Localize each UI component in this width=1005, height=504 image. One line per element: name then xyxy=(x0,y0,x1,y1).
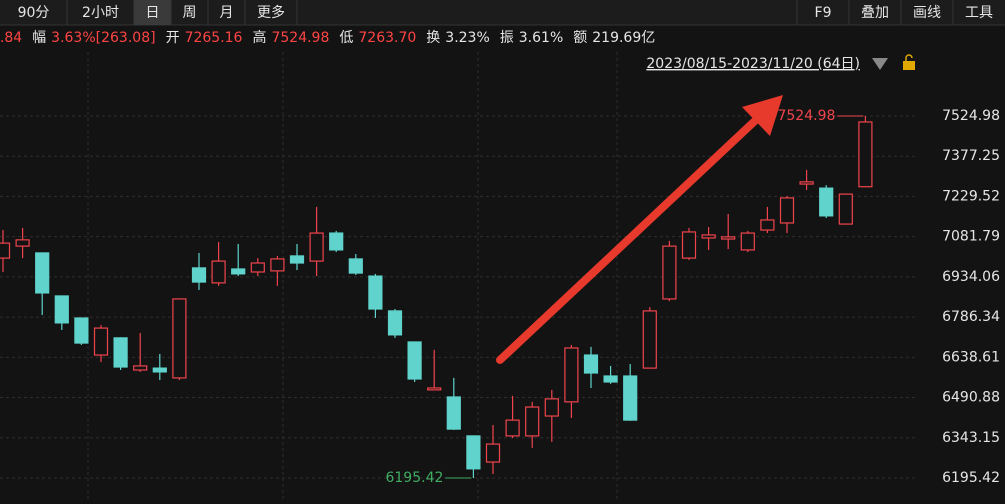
stat-label: 高 xyxy=(252,29,266,46)
candle-body xyxy=(231,268,246,275)
candle-body xyxy=(348,258,363,274)
candle-body xyxy=(740,232,755,251)
y-tick-label: 7229.52 xyxy=(942,188,1000,204)
stats-row: 3.84 幅 3.63%[263.08] 开 7265.16 高 7524.98 低 7263.… xyxy=(0,29,655,46)
stat-label: 低 xyxy=(339,30,353,46)
candle-body xyxy=(799,181,814,185)
trend-arrow xyxy=(496,114,762,364)
candle-body xyxy=(368,275,383,310)
y-tick-label: 7524.98 xyxy=(942,108,1000,124)
candle-body xyxy=(74,317,89,344)
max-label: 7524.98 xyxy=(777,108,835,124)
tool[interactable]: 画线 xyxy=(913,5,941,21)
candle-body xyxy=(387,310,403,336)
stat-value: 219.69亿 xyxy=(592,30,655,46)
stat-lead: 3.84 xyxy=(0,30,22,46)
candle-body xyxy=(525,406,540,437)
candle-body xyxy=(485,443,501,463)
candle-body xyxy=(113,337,128,368)
tab[interactable]: 月 xyxy=(220,5,234,21)
candle-body xyxy=(838,193,853,225)
candle-body xyxy=(544,398,559,417)
candle-body xyxy=(819,187,834,217)
candle-body xyxy=(779,197,795,224)
candle-body xyxy=(427,387,442,391)
stat-value: 7265.16 xyxy=(185,30,243,46)
min-label: 6195.42 xyxy=(385,470,443,486)
candle-body xyxy=(54,295,69,324)
candle-body xyxy=(446,396,461,430)
candle-body xyxy=(721,236,736,240)
tool[interactable]: 叠加 xyxy=(861,5,889,21)
tab[interactable]: 90分 xyxy=(18,5,50,21)
stat-label: 振 xyxy=(500,30,514,46)
candle-body xyxy=(760,219,775,231)
candle-body xyxy=(15,239,30,247)
candle-body xyxy=(270,258,285,272)
lock-shackle xyxy=(905,54,913,61)
candle-body xyxy=(623,375,638,421)
lock-icon[interactable] xyxy=(903,61,915,70)
candle-body xyxy=(701,234,716,239)
y-tick-label: 6786.34 xyxy=(942,309,1000,325)
tool[interactable]: F9 xyxy=(815,5,832,21)
candle-body xyxy=(329,232,344,251)
candle-body xyxy=(603,375,618,383)
stat-value: 7263.70 xyxy=(358,30,416,46)
trend-arrow-head xyxy=(742,95,783,136)
candle-body xyxy=(505,419,520,437)
candle-body xyxy=(583,354,599,374)
candle-body xyxy=(0,242,11,259)
date-range[interactable]: 2023/08/15-2023/11/20 (64日) xyxy=(646,56,860,72)
tool[interactable]: 工具 xyxy=(965,5,993,21)
tab[interactable]: 周 xyxy=(183,5,197,21)
candle-body xyxy=(191,267,207,283)
candle-body xyxy=(35,252,50,294)
stat-value: 3.23% xyxy=(445,30,489,46)
candle-body xyxy=(152,367,167,373)
candle-body xyxy=(289,255,305,264)
stat-value: 3.63%[263.08] xyxy=(51,30,155,46)
tab[interactable]: 日 xyxy=(146,5,160,21)
y-tick-label: 6343.15 xyxy=(942,430,1000,446)
stat-label: 换 xyxy=(426,29,440,46)
y-tick-label: 6934.06 xyxy=(942,269,1000,285)
candle-body xyxy=(466,435,481,470)
stat-label: 幅 xyxy=(32,30,46,46)
tab[interactable]: 更多 xyxy=(257,4,285,21)
y-tick-label: 6638.61 xyxy=(942,349,1000,365)
candle-body xyxy=(642,310,657,369)
y-tick-label: 7377.25 xyxy=(942,148,1000,164)
stat-label: 额 xyxy=(573,30,587,46)
v-grid xyxy=(87,52,618,500)
candle-body xyxy=(211,260,226,284)
y-tick-label: 6195.42 xyxy=(942,470,1000,486)
candle-body xyxy=(858,121,873,188)
candle-body xyxy=(133,365,148,371)
tab-active xyxy=(134,0,171,25)
candle-body xyxy=(93,327,109,356)
candle-body xyxy=(681,231,697,259)
tab[interactable]: 2小时 xyxy=(82,5,119,21)
candle-body xyxy=(407,341,422,380)
candle-body xyxy=(662,245,677,300)
candle-body xyxy=(250,262,265,273)
stat-value: 7524.98 xyxy=(271,30,329,46)
candle-body xyxy=(564,347,579,403)
dropdown-icon[interactable] xyxy=(872,58,888,70)
stat-label: 开 xyxy=(166,30,180,46)
y-tick-label: 7081.79 xyxy=(942,229,1000,245)
stat-value: 3.61% xyxy=(519,30,563,46)
candle-body xyxy=(172,298,187,379)
y-tick-label: 6490.88 xyxy=(942,390,1000,406)
candle-body xyxy=(309,232,324,262)
